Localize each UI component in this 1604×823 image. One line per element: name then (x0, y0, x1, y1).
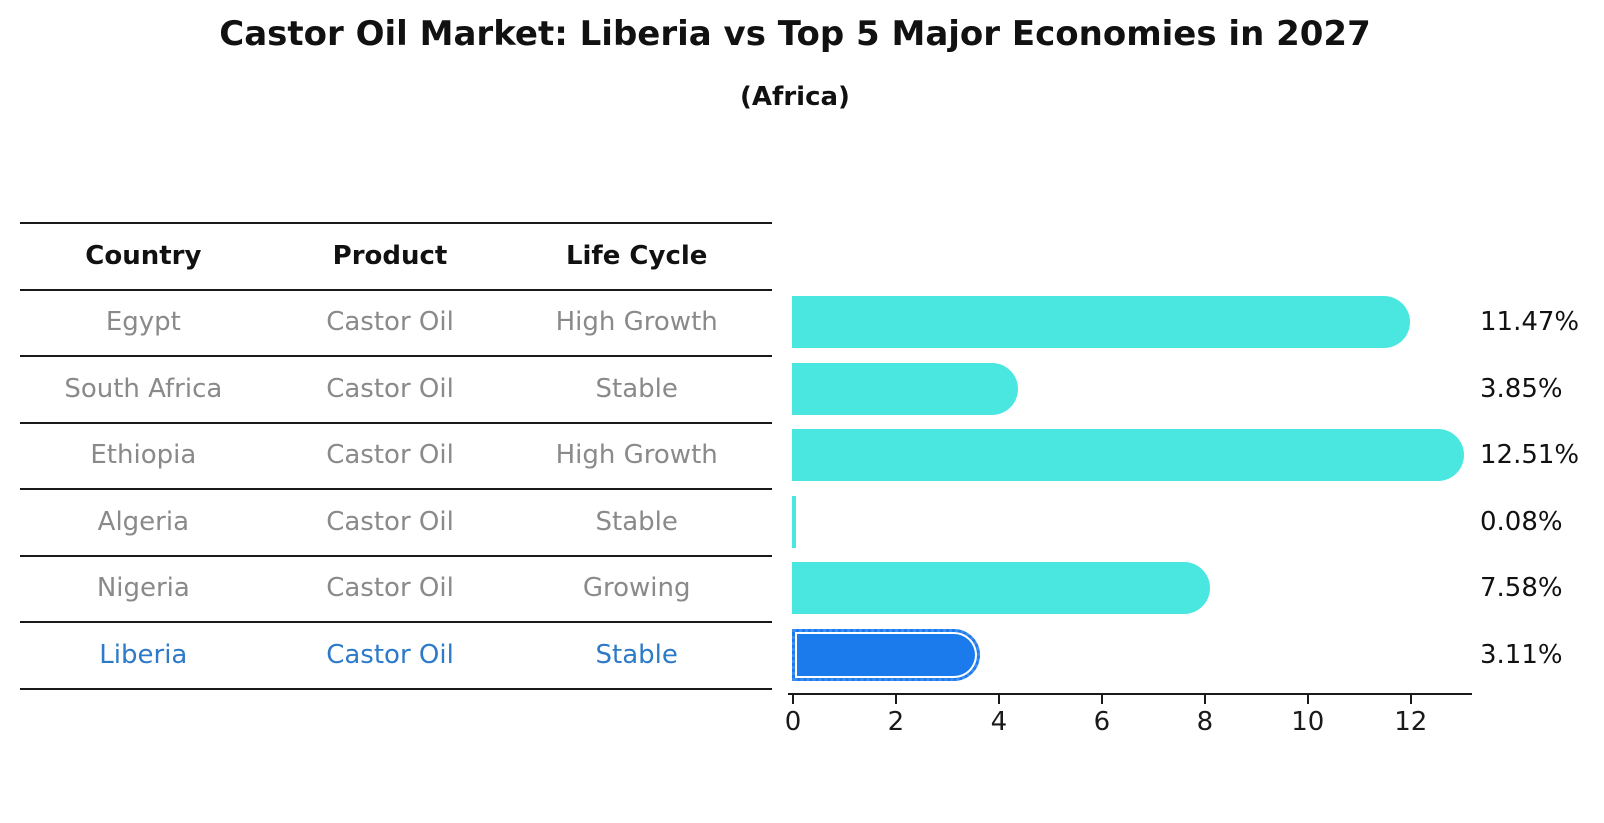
cell-product: Castor Oil (326, 440, 454, 470)
cell-country: Egypt (105, 307, 181, 337)
cell-country: Nigeria (96, 573, 190, 603)
bar-egypt (792, 296, 1411, 348)
cell-life-cycle: High Growth (555, 440, 718, 470)
table-divider-line (20, 555, 772, 557)
x-axis-tick-label: 0 (784, 707, 802, 737)
column-header-product: Product (332, 241, 448, 271)
x-axis-tick (894, 695, 897, 704)
x-axis-tick (1409, 695, 1412, 704)
bar-ethiopia (792, 429, 1465, 481)
column-header-life-cycle: Life Cycle (565, 241, 708, 271)
x-axis-tick (1306, 695, 1309, 704)
bar-row-algeria: 0.08% (792, 496, 1563, 548)
table-divider-line (20, 222, 772, 224)
bar-chart: 11.47% 3.85% 12.51% 0.08% 7.58% 3.11% 0 2… (785, 223, 1579, 783)
bar-row-ethiopia: 12.51% (792, 429, 1579, 481)
x-axis-tick (792, 695, 794, 704)
cell-life-cycle: Growing (582, 573, 691, 603)
table-row-liberia: Liberia Castor Oil Stable (20, 622, 760, 688)
value-label-egypt: 11.47% (1480, 307, 1580, 337)
bar-algeria (792, 496, 797, 548)
value-label-algeria: 0.08% (1480, 507, 1563, 537)
x-axis-tick (997, 695, 1000, 704)
cell-product: Castor Oil (326, 573, 454, 603)
bar-nigeria (792, 562, 1211, 614)
x-axis-tick (1100, 695, 1103, 704)
cell-country: South Africa (64, 374, 223, 404)
bar-row-liberia: 3.11% (792, 629, 1563, 681)
cell-life-cycle: High Growth (555, 307, 718, 337)
table-divider-line (20, 422, 772, 424)
table-divider-line (20, 621, 772, 623)
bar-row-south-africa: 3.85% (792, 363, 1563, 415)
table-row-nigeria: Nigeria Castor Oil Growing (20, 555, 760, 621)
table-row-algeria: Algeria Castor Oil Stable (20, 489, 760, 555)
chart-title: Castor Oil Market: Liberia vs Top 5 Majo… (219, 14, 1371, 54)
table-header-row: Country Product Life Cycle (20, 223, 760, 289)
table-row-south-africa: South Africa Castor Oil Stable (20, 356, 760, 422)
value-label-ethiopia: 12.51% (1480, 440, 1580, 470)
table-row-ethiopia: Ethiopia Castor Oil High Growth (20, 422, 760, 488)
cell-product: Castor Oil (326, 374, 454, 404)
table-row-egypt: Egypt Castor Oil High Growth (20, 289, 760, 355)
table-divider-line (20, 355, 772, 357)
cell-life-cycle: Stable (595, 374, 678, 404)
cell-product: Castor Oil (326, 507, 454, 537)
cell-country: Liberia (99, 640, 188, 670)
x-axis-tick-label: 4 (990, 707, 1008, 737)
bar-south-africa (792, 363, 1019, 415)
x-axis-tick-label: 2 (887, 707, 905, 737)
cell-product: Castor Oil (326, 307, 454, 337)
table-divider-line (20, 289, 772, 291)
table-divider-line (20, 488, 772, 490)
chart-subtitle: (Africa) (740, 82, 850, 112)
cell-life-cycle: Stable (595, 640, 678, 670)
x-axis-tick (1203, 695, 1206, 704)
cell-country: Ethiopia (90, 440, 197, 470)
table-divider-line (20, 688, 772, 690)
x-axis-tick-label: 6 (1093, 707, 1111, 737)
cell-life-cycle: Stable (595, 507, 678, 537)
x-axis-tick-label: 12 (1394, 707, 1428, 737)
cell-country: Algeria (97, 507, 190, 537)
x-axis-tick-label: 10 (1291, 707, 1325, 737)
cell-product: Castor Oil (326, 640, 454, 670)
bar-liberia-highlighted (792, 629, 981, 681)
value-label-nigeria: 7.58% (1480, 573, 1563, 603)
bar-row-nigeria: 7.58% (792, 562, 1563, 614)
x-axis-spine (788, 693, 1472, 695)
x-axis: 0 2 4 6 8 10 12 (785, 693, 1492, 763)
country-table: Country Product Life Cycle Egypt Castor … (20, 0, 772, 823)
value-label-liberia: 3.11% (1480, 640, 1563, 670)
value-label-south-africa: 3.85% (1480, 374, 1563, 404)
x-axis-tick-label: 8 (1196, 707, 1214, 737)
column-header-country: Country (85, 241, 202, 271)
bar-row-egypt: 11.47% (792, 296, 1579, 348)
